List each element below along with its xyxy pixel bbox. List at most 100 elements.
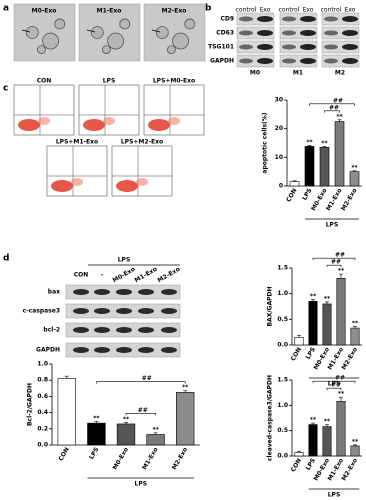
panel-letter: a (3, 4, 9, 14)
band (239, 16, 253, 22)
error-bar (94, 421, 99, 424)
band (239, 44, 253, 50)
band (324, 16, 338, 22)
bar (116, 423, 136, 446)
bar (349, 171, 360, 187)
band (324, 44, 338, 50)
plot-title: LPS+M2-Exo (121, 139, 163, 146)
y-tick-label: 0.5 (277, 427, 288, 434)
band (324, 30, 338, 36)
bar (304, 146, 315, 187)
y-tick-label: 0.6 (37, 393, 48, 400)
panel-letter: d (3, 254, 9, 264)
error-bar (311, 299, 315, 302)
significance: ** (310, 293, 317, 300)
comparison-bracket (125, 413, 156, 416)
band (116, 327, 132, 333)
band (73, 347, 89, 353)
x-tick-label: LPS (305, 457, 317, 471)
significance: ** (324, 295, 331, 302)
row-label: GAPDH (36, 347, 60, 354)
x-tick-label: LPS (301, 187, 313, 201)
x-tick-label: LPS (88, 446, 100, 460)
vesicle (25, 26, 39, 39)
significance: ** (338, 268, 345, 275)
significance: ** (351, 164, 358, 171)
blot (321, 54, 360, 68)
y-tick-label: 20 (275, 125, 283, 132)
band (116, 308, 132, 314)
row-label: GAPDH (210, 58, 234, 65)
band (342, 44, 358, 50)
error-bar (64, 375, 69, 379)
row-label: bcl-2 (43, 327, 60, 334)
vesicle (155, 26, 169, 39)
significance: ** (324, 418, 331, 425)
blot (321, 26, 360, 40)
significance: ** (306, 139, 313, 146)
panel-letter: b (205, 4, 212, 14)
significance: ** (123, 416, 130, 423)
x-tick-label: M0-Exo (112, 446, 130, 471)
arrow (86, 29, 96, 33)
cell-cloud (71, 178, 83, 186)
bar (294, 336, 304, 346)
band (342, 58, 358, 64)
arrow (151, 29, 161, 33)
plot-title: LPS+M0-Exo (153, 78, 195, 85)
blot (236, 54, 275, 68)
comparison-bracket (326, 387, 342, 391)
comparison-label: ## (333, 97, 343, 104)
band (282, 30, 296, 36)
band (300, 58, 316, 64)
vesicle (42, 32, 59, 50)
y-axis-label: cleaved-caspase3/GAPDH (267, 375, 274, 461)
significance: ** (336, 113, 343, 120)
error-bar (339, 273, 343, 279)
bar (334, 121, 345, 187)
bar (176, 392, 195, 446)
vesicle (54, 18, 66, 30)
significance: ** (182, 384, 189, 391)
lane-label: control (279, 7, 300, 14)
lane-label: Exo (345, 7, 356, 14)
bar (350, 445, 360, 457)
image-label: M1-Exo (97, 8, 122, 15)
comparison-bracket (326, 264, 342, 268)
lane-label: M2-Exo (157, 266, 182, 284)
vesicle (172, 32, 190, 50)
lane-label: CON (74, 272, 89, 279)
significance: ** (152, 426, 159, 433)
band (138, 347, 154, 353)
band (138, 308, 154, 314)
x-tick-label: LPS (305, 346, 317, 360)
error-bar (352, 170, 357, 172)
group-label: M0 (250, 70, 260, 77)
lane-label: Exo (303, 7, 314, 14)
band (161, 289, 177, 295)
cell-cloud (148, 119, 170, 131)
band (73, 308, 89, 314)
bar (57, 378, 76, 446)
x-tick-label: M1-Exo (141, 446, 159, 471)
error-bar (153, 432, 158, 435)
y-axis-label: Bcl-2/GAPDH (27, 383, 34, 426)
comparison-label: ## (331, 259, 341, 266)
band (282, 44, 296, 50)
comparison-label: ## (331, 382, 341, 389)
vesicle (102, 45, 111, 54)
comparison-bracket (96, 381, 186, 384)
bar (319, 147, 330, 187)
bar (308, 424, 318, 457)
error-bar (325, 424, 329, 427)
band (342, 16, 358, 22)
blot (279, 40, 318, 54)
error-bar (337, 119, 342, 122)
y-tick-label: 0.0 (277, 453, 288, 460)
band (239, 58, 253, 64)
band (324, 58, 338, 64)
error-bar (353, 444, 357, 446)
blot (279, 26, 318, 40)
plot-title: LPS+M1-Exo (56, 139, 98, 146)
